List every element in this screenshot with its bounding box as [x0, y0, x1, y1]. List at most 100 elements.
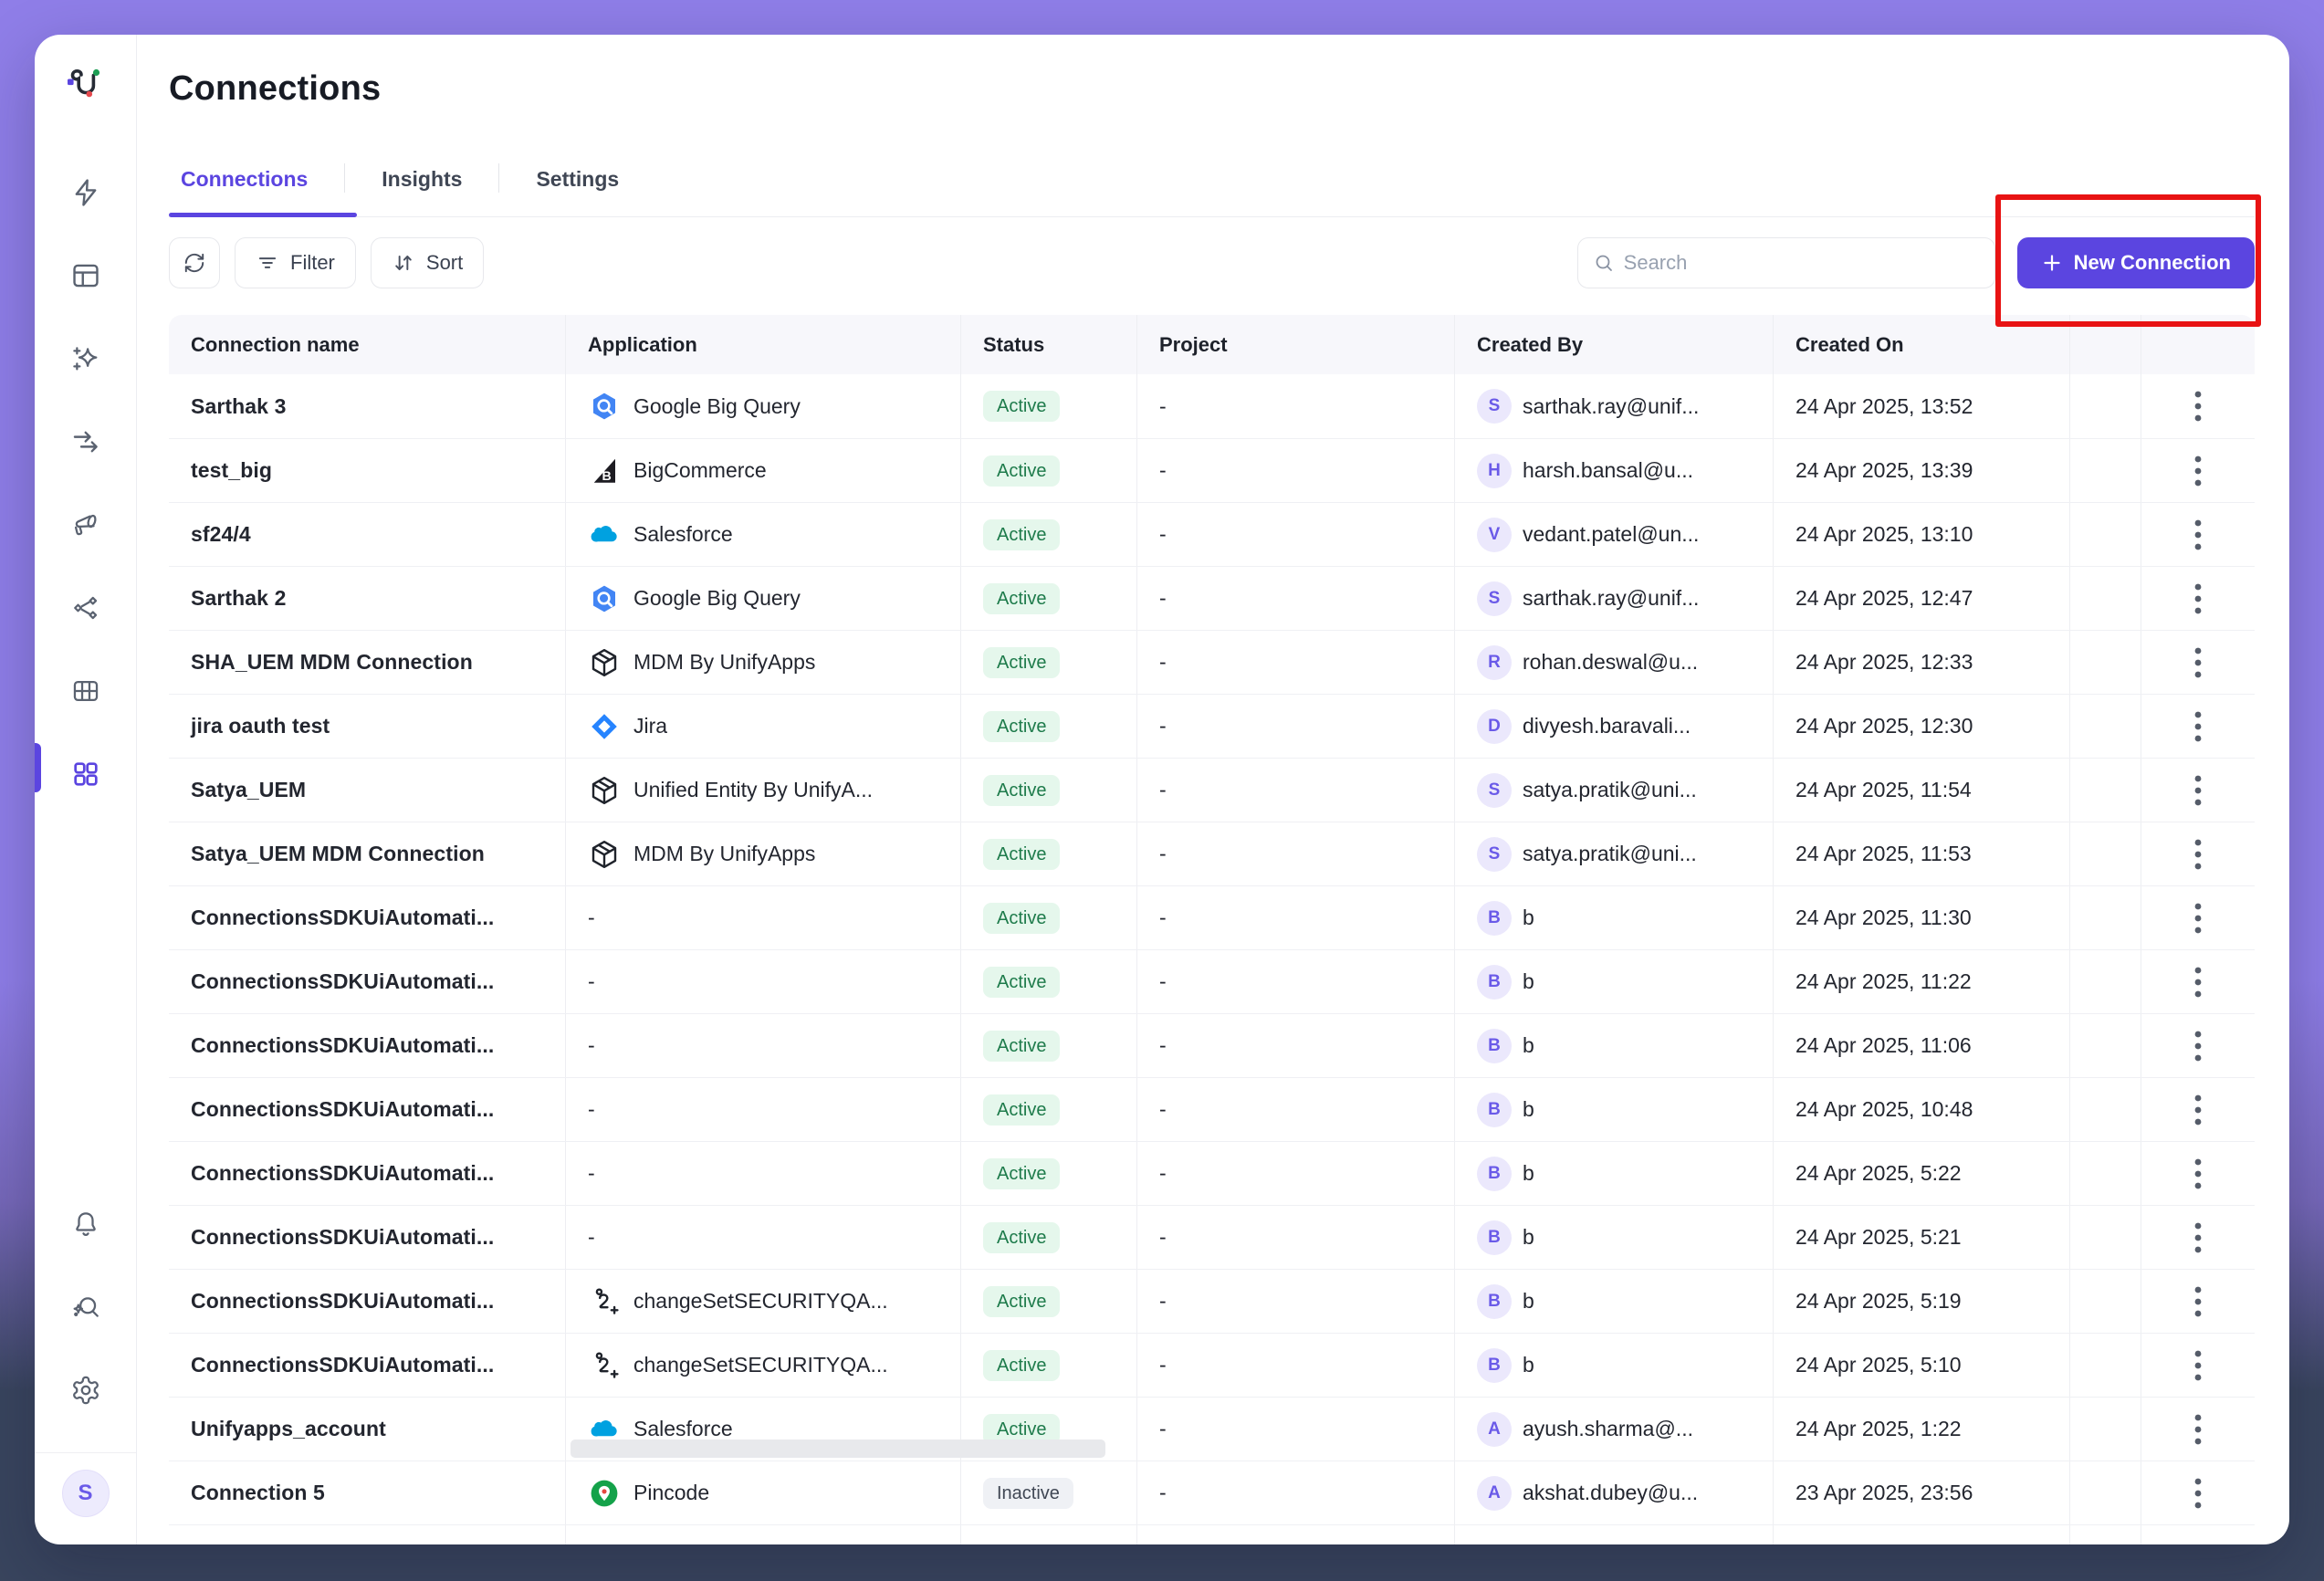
- new-connection-button-label: New Connection: [2073, 251, 2231, 274]
- package-icon: [588, 646, 621, 679]
- sidebar-item-apps-grid-icon[interactable]: [61, 749, 110, 799]
- status-badge: Active: [983, 455, 1061, 487]
- application-cell: Google Big Query: [565, 374, 960, 438]
- ai-search-icon[interactable]: [61, 1283, 110, 1332]
- sidebar-item-megaphone-icon[interactable]: [61, 500, 110, 550]
- gear-icon[interactable]: [61, 1366, 110, 1415]
- horizontal-scrollbar[interactable]: [571, 1440, 1105, 1458]
- status-badge: Active: [983, 1094, 1061, 1126]
- created-on-cell: 24 Apr 2025, 5:22: [1773, 1142, 2069, 1205]
- search-box[interactable]: [1576, 237, 1995, 288]
- row-actions-kebab-button[interactable]: [2176, 641, 2220, 685]
- actions-cell: [2141, 631, 2255, 694]
- row-actions-kebab-button[interactable]: [2176, 1471, 2220, 1515]
- table-row[interactable]: Satya_UEM Unified Entity By UnifyA... Acti…: [169, 758, 2255, 822]
- sidebar-item-transfer-arrows-icon[interactable]: [61, 417, 110, 466]
- created-on-cell: 24 Apr 2025, 13:10: [1773, 503, 2069, 566]
- sidebar-item-bolt-icon[interactable]: [61, 168, 110, 217]
- row-actions-kebab-button[interactable]: [2176, 1344, 2220, 1387]
- row-actions-kebab-button[interactable]: [2176, 705, 2220, 749]
- table-row[interactable]: SHA_UEM MDM Connection MDM By UnifyApps Ac…: [169, 630, 2255, 694]
- sort-button[interactable]: Sort: [370, 237, 485, 288]
- tab-connections[interactable]: Connections: [169, 162, 358, 217]
- application-cell: B BigCommerce: [565, 439, 960, 502]
- row-actions-kebab-button[interactable]: [2176, 1408, 2220, 1451]
- column-header-project[interactable]: Project: [1136, 315, 1454, 374]
- table-row[interactable]: ConnectionsSDKUiAutomati... changeSetSECU…: [169, 1269, 2255, 1333]
- connection-name-cell: sf24/4: [191, 522, 251, 546]
- application-label: -: [588, 906, 595, 929]
- column-header-application[interactable]: Application: [565, 315, 960, 374]
- new-connection-button[interactable]: New Connection: [2016, 237, 2255, 288]
- row-actions-kebab-button[interactable]: [2176, 384, 2220, 428]
- row-actions-kebab-button[interactable]: [2176, 577, 2220, 621]
- sidebar-item-sparkles-icon[interactable]: [61, 334, 110, 383]
- creator-avatar: B: [1477, 1028, 1512, 1063]
- tab-settings[interactable]: Settings: [499, 162, 655, 216]
- connection-name-cell: ConnectionsSDKUiAutomati...: [191, 906, 495, 929]
- table-row[interactable]: ConnectionsSDKUiAutomati... changeSetSECU…: [169, 1333, 2255, 1397]
- actions-cell: [2141, 886, 2255, 949]
- row-actions-kebab-button[interactable]: [2176, 1280, 2220, 1324]
- row-actions-kebab-button[interactable]: [2176, 1088, 2220, 1132]
- application-label: Pincode: [633, 1481, 710, 1504]
- row-actions-kebab-button[interactable]: [2176, 449, 2220, 493]
- sidebar-divider: [35, 1452, 136, 1453]
- pincode-icon: [588, 1477, 621, 1510]
- creator-avatar: B: [1477, 964, 1512, 1000]
- sidebar-item-layout-icon[interactable]: [61, 251, 110, 300]
- project-cell: -: [1136, 695, 1454, 758]
- column-header-status[interactable]: Status: [960, 315, 1136, 374]
- user-avatar[interactable]: S: [61, 1470, 110, 1517]
- column-header-connection-name[interactable]: Connection name: [191, 332, 360, 356]
- row-actions-kebab-button[interactable]: [2176, 1024, 2220, 1068]
- bell-icon[interactable]: [61, 1199, 110, 1249]
- project-cell: -: [1136, 950, 1454, 1013]
- column-header-created-by[interactable]: Created By: [1454, 315, 1773, 374]
- row-actions-kebab-button[interactable]: [2176, 1216, 2220, 1260]
- sidebar-item-table-icon[interactable]: [61, 666, 110, 716]
- status-cell: Active: [960, 1398, 1136, 1461]
- tab-insights[interactable]: Insights: [345, 162, 498, 216]
- filter-button[interactable]: Filter: [235, 237, 356, 288]
- application-label: Unified Entity By UnifyA...: [633, 778, 874, 801]
- toolbar: Filter Sort New Connection: [169, 237, 2255, 288]
- project-cell: -: [1136, 503, 1454, 566]
- refresh-button[interactable]: [169, 237, 220, 288]
- row-actions-kebab-button[interactable]: [2176, 513, 2220, 557]
- status-cell: Active: [960, 950, 1136, 1013]
- creator-label: b: [1523, 969, 1534, 993]
- salesforce-icon: [588, 518, 621, 551]
- unifyapps-logo-icon[interactable]: [64, 63, 108, 107]
- column-header-created-on[interactable]: Created On: [1773, 315, 2069, 374]
- application-label: Google Big Query: [633, 393, 801, 418]
- row-actions-kebab-button[interactable]: [2176, 960, 2220, 1004]
- status-badge: Inactive: [983, 1477, 1073, 1509]
- sidebar-item-share-network-icon[interactable]: [61, 583, 110, 633]
- row-actions-kebab-button[interactable]: [2176, 1152, 2220, 1196]
- created-on-cell: 23 Apr 2025, 23:56: [1773, 1461, 2069, 1524]
- created-on-cell: 24 Apr 2025, 11:53: [1773, 822, 2069, 885]
- table-row[interactable]: Satya_UEM MDM Connection MDM By UnifyApps…: [169, 822, 2255, 885]
- row-actions-kebab-button[interactable]: [2176, 896, 2220, 940]
- search-input[interactable]: [1623, 251, 1980, 275]
- row-actions-kebab-button[interactable]: [2176, 769, 2220, 812]
- row-actions-kebab-button[interactable]: [2176, 832, 2220, 876]
